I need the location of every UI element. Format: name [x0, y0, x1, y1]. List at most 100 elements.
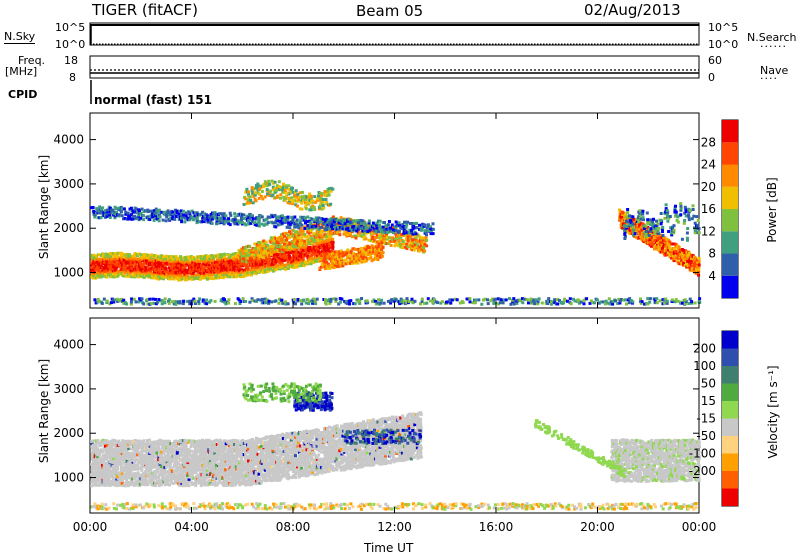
power-echo-far-band [368, 220, 371, 223]
power-echo-arc [297, 236, 300, 239]
power-echo-ground-floor [625, 303, 628, 306]
power-echo-ground-floor [182, 300, 185, 303]
power-echo-far-band [363, 229, 366, 232]
power-echo-lower-patch [349, 255, 352, 258]
power-echo-ground-floor [583, 302, 586, 305]
power-echo-ground-floor [339, 301, 342, 304]
power-echo-evening-scatter [695, 215, 698, 218]
power-echo-far-band [421, 229, 424, 232]
power-echo-arc [397, 239, 400, 242]
power-echo-evening-scatter [637, 220, 640, 223]
power-echo-ground-floor [624, 298, 627, 301]
power-echo-ground-floor [580, 301, 583, 304]
power-echo-ground-floor [130, 301, 133, 304]
power-echo-far-band [299, 219, 302, 222]
power-echo-near-band [128, 253, 131, 256]
power-echo-ground-floor [529, 298, 532, 301]
power-echo-arc [320, 230, 323, 233]
power-echo-evening-scatter [666, 220, 669, 223]
power-echo-ground-floor [152, 298, 155, 301]
power-echo-evening-scatter [648, 234, 651, 237]
power-echo-ground-floor [486, 298, 489, 301]
power-echo-ground-floor [474, 298, 477, 301]
power-echo-far-band [229, 223, 232, 226]
power-echo-far-band [227, 217, 230, 220]
power-echo-arc [271, 251, 274, 254]
power-echo-evening-scatter [665, 203, 668, 206]
power-echo-evening-scatter [663, 217, 666, 220]
power-echo-ground-floor [449, 302, 452, 305]
power-echo-far-band [274, 214, 277, 217]
power-echo-far-band [398, 230, 401, 233]
power-echo-ground-floor [469, 300, 472, 303]
power-echo-upper-patch [274, 181, 277, 184]
power-echo-far-band [101, 206, 104, 209]
power-echo-near-band [310, 262, 313, 265]
power-echo-ground-floor [205, 302, 208, 305]
power-echo-upper-patch [282, 183, 285, 186]
power-echo-ground-floor [135, 300, 138, 303]
power-echo-ground-floor [466, 298, 469, 301]
power-echo-far-band [242, 213, 245, 216]
power-echo-ground-floor [648, 301, 651, 304]
power-echo-near-band [284, 268, 287, 271]
power-echo-ground-floor [194, 300, 197, 303]
power-echo-ground-floor [690, 300, 693, 303]
power-echo-upper-patch [324, 190, 327, 193]
power-echo-ground-floor [441, 300, 444, 303]
power-echo-ground-floor [474, 301, 477, 304]
power-echo-evening-scatter [641, 213, 644, 216]
power-echo-ground-floor [408, 300, 411, 303]
power-echo-evening-arc [698, 257, 701, 260]
power-echo-evening-scatter [625, 225, 628, 228]
power-echo-lower-patch [377, 246, 380, 249]
power-echo-far-band [142, 218, 145, 221]
power-echo-ground-floor [639, 298, 642, 301]
power-echo-ground-floor [608, 297, 611, 300]
power-echo-ground-floor [242, 297, 245, 300]
power-echo-arc [262, 256, 265, 259]
power-echo-far-band [188, 211, 191, 214]
power-echo-far-band [191, 216, 194, 219]
power-echo-evening-scatter [686, 232, 689, 235]
power-echo-ground-floor [112, 299, 115, 302]
power-echo-far-band [287, 216, 290, 219]
power-echo-evening-scatter [645, 235, 648, 238]
power-echo-ground-floor [366, 299, 369, 302]
power-echo-evening-scatter [666, 209, 669, 212]
power-echo-ground-floor [335, 298, 338, 301]
power-echo-upper-patch [252, 201, 255, 204]
power-echo-evening-arc [686, 257, 689, 260]
power-echo-evening-arc [697, 268, 700, 271]
power-echo-far-band [432, 222, 435, 225]
power-echo-ground-floor [659, 299, 662, 302]
power-echo-arc [247, 254, 250, 257]
power-echo-upper-patch [328, 193, 331, 196]
power-echo-far-band [320, 226, 323, 229]
power-echo-ground-floor [380, 299, 383, 302]
power-echo-evening-scatter [645, 230, 648, 233]
power-echo-evening-scatter [646, 218, 649, 221]
power-echo-far-band [415, 232, 418, 235]
power-echo-ground-floor [547, 297, 550, 300]
power-echo-arc [266, 244, 269, 247]
power-echo-ground-floor [596, 299, 599, 302]
power-echo-ground-floor [264, 301, 267, 304]
power-echo-far-band [233, 212, 236, 215]
power-echo-ground-floor [451, 299, 454, 302]
power-echo-ground-floor [698, 297, 701, 300]
power-echo-ground-floor [663, 302, 666, 305]
power-echo-ground-floor [411, 298, 414, 301]
power-echo-far-band [372, 222, 375, 225]
power-echo-far-band [415, 222, 418, 225]
power-echo-evening-scatter [684, 206, 687, 209]
power-echo-ground-floor [377, 298, 380, 301]
velocity-echo-ground [92, 439, 95, 442]
power-echo-arc [294, 245, 297, 248]
power-echo-far-band [258, 225, 261, 228]
power-echo-far-band [127, 212, 130, 215]
power-echo-ground-floor [604, 302, 607, 305]
power-echo-arc [338, 233, 341, 236]
power-echo-far-band [409, 222, 412, 225]
power-echo-upper-patch [301, 208, 304, 211]
